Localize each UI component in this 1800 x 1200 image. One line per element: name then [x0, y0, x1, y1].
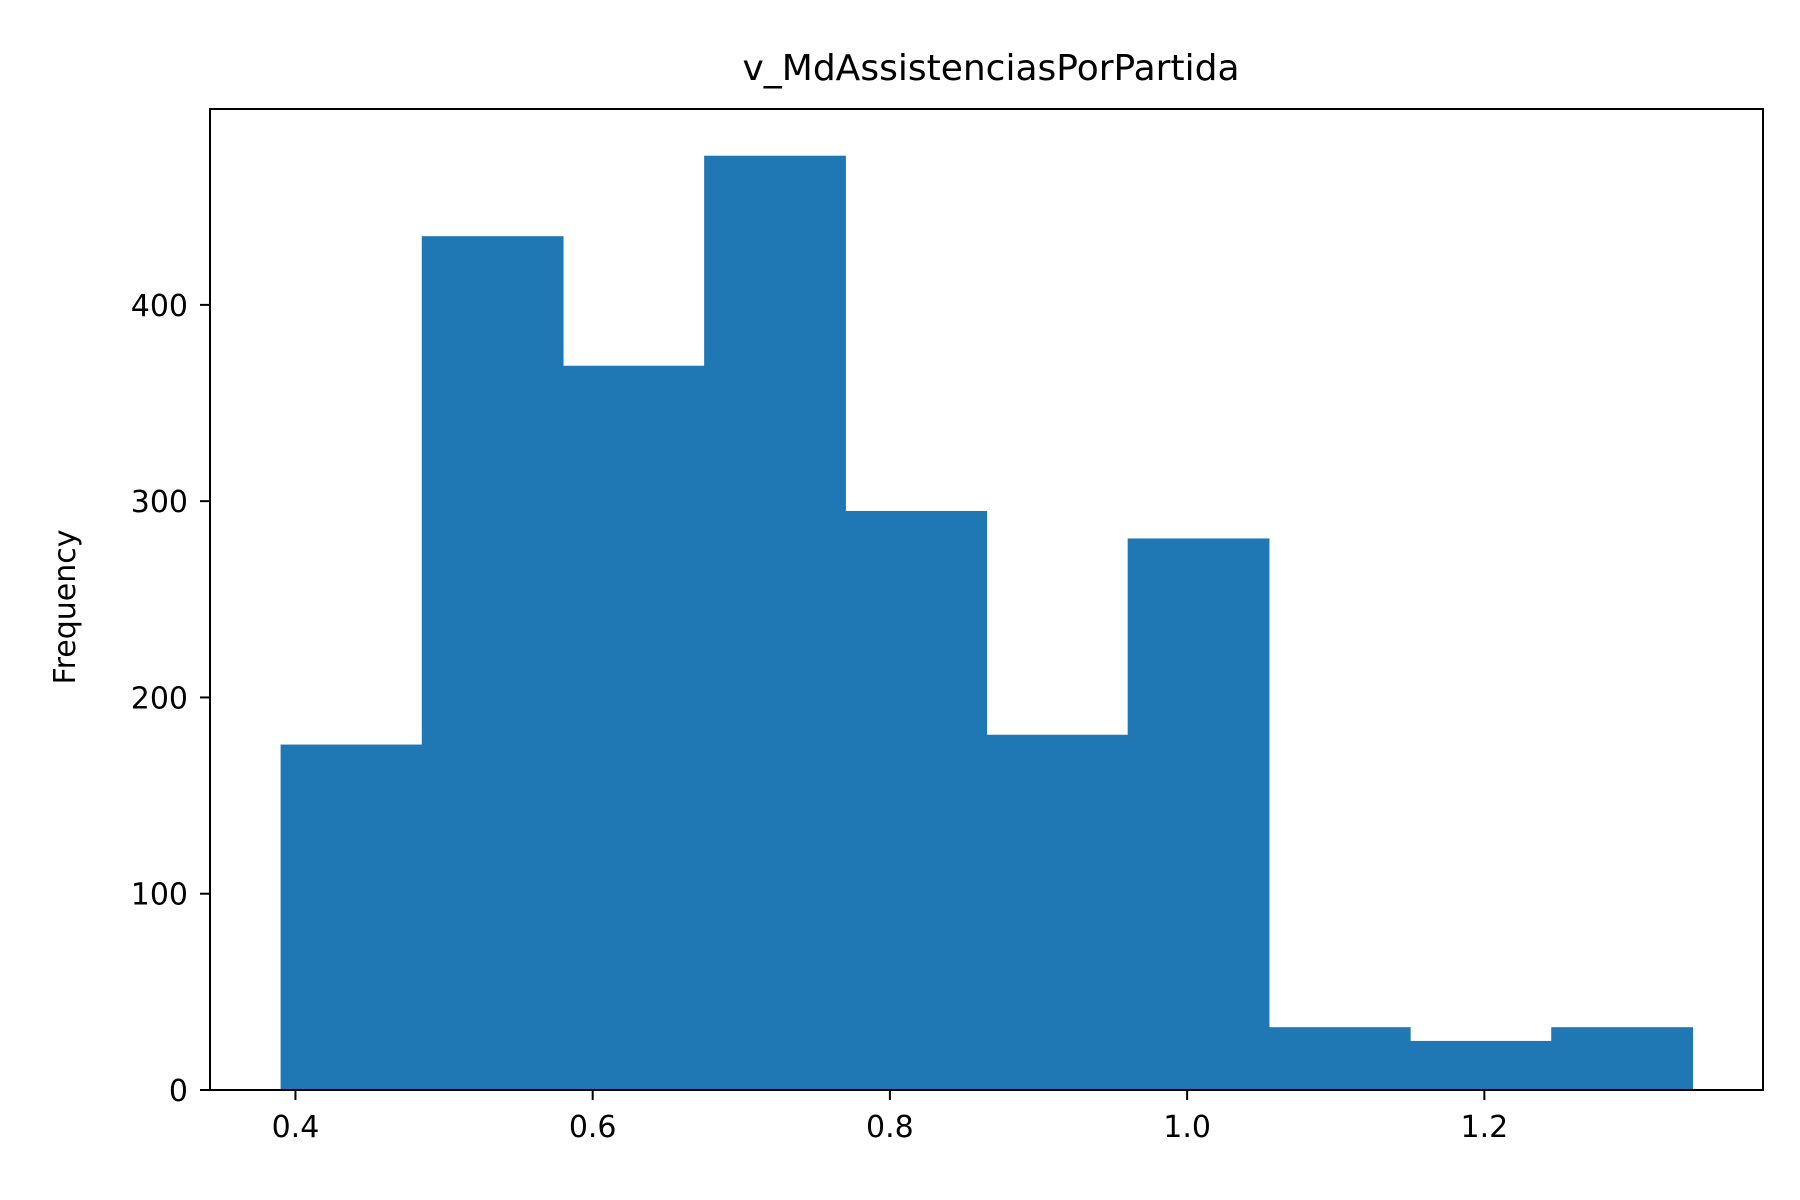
histogram-bar-10: [1551, 1027, 1694, 1090]
y-tick-label: 400: [131, 289, 188, 324]
y-tick-label: 300: [131, 485, 188, 520]
x-tick-label: 0.4: [272, 1110, 320, 1145]
histogram-bar-9: [1410, 1040, 1552, 1090]
x-axis-ticks: 0.4 0.6 0.8 1.0 1.2: [272, 1090, 1508, 1145]
histogram-bar-5: [845, 510, 988, 1091]
x-tick-label: 0.8: [866, 1110, 914, 1145]
x-tick-label: 1.2: [1460, 1110, 1508, 1145]
y-axis-ticks: 0 100 200 300 400: [131, 289, 210, 1109]
bars-group: [280, 155, 1694, 1091]
x-tick-label: 0.6: [569, 1110, 617, 1145]
plot-frame: [209, 108, 1764, 1091]
y-axis-label: Frequency: [48, 530, 83, 685]
histogram-bar-3: [562, 365, 705, 1091]
histogram-bar-2: [421, 236, 564, 1090]
y-tick-label: 0: [169, 1074, 188, 1109]
y-tick-label: 100: [131, 878, 188, 913]
y-tick-label: 200: [131, 681, 188, 716]
histogram-bar-1: [280, 744, 423, 1090]
chart-title: v_MdAssistenciasPorPartida: [742, 48, 1239, 89]
histogram-bar-6: [986, 734, 1129, 1090]
histogram-bar-7: [1127, 538, 1270, 1090]
histogram-bar-8: [1268, 1027, 1411, 1090]
x-tick-label: 1.0: [1163, 1110, 1211, 1145]
histogram-bar-4: [704, 155, 846, 1090]
